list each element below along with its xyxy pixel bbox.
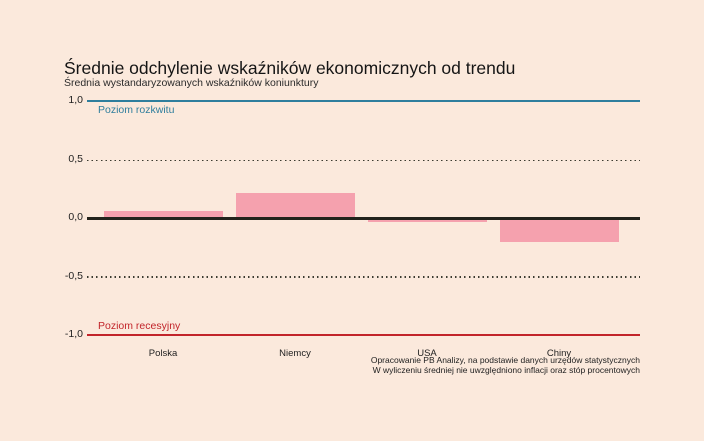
boom-level-line — [87, 99, 640, 102]
footnote-line-1: Opracowanie PB Analizy, na podstawie dan… — [370, 355, 640, 365]
recession-level-label: Poziom recesyjny — [98, 320, 181, 332]
category-label-niemcy: Niemcy — [279, 348, 311, 359]
bar-chiny — [499, 218, 619, 242]
y-tick-0_0: 0,0 — [68, 211, 83, 223]
y-tick-0_5: 0,5 — [68, 152, 83, 165]
chart-subtitle: Średnia wystandaryzowanych wskaźników ko… — [64, 77, 319, 89]
gridline-minus-05 — [87, 276, 640, 278]
category-label-polska: Polska — [148, 348, 178, 359]
footnote-line-2: W wyliczeniu średniej nie uwzględniono i… — [372, 364, 640, 375]
y-tick-1_0: 1,0 — [68, 94, 83, 106]
y-tick--1_0: -1,0 — [64, 328, 83, 340]
zero-axis-line — [87, 217, 640, 220]
bar-polska — [103, 211, 223, 219]
category-label-usa: USA — [417, 348, 437, 359]
bar-niemcy — [235, 192, 355, 219]
bar-usa — [367, 218, 487, 222]
source-footnotes: Opracowanie PB Analizy, na podstawie dan… — [0, 355, 640, 375]
chart-title: Średnie odchylenie wskaźników ekonomiczn… — [64, 58, 516, 78]
category-label-chiny: Chiny — [546, 348, 572, 359]
gridline-plus-05 — [87, 159, 640, 162]
boom-level-label: Poziom rozkwitu — [98, 104, 175, 116]
y-tick--0_5: -0,5 — [64, 269, 83, 282]
recession-level-line — [87, 333, 640, 336]
